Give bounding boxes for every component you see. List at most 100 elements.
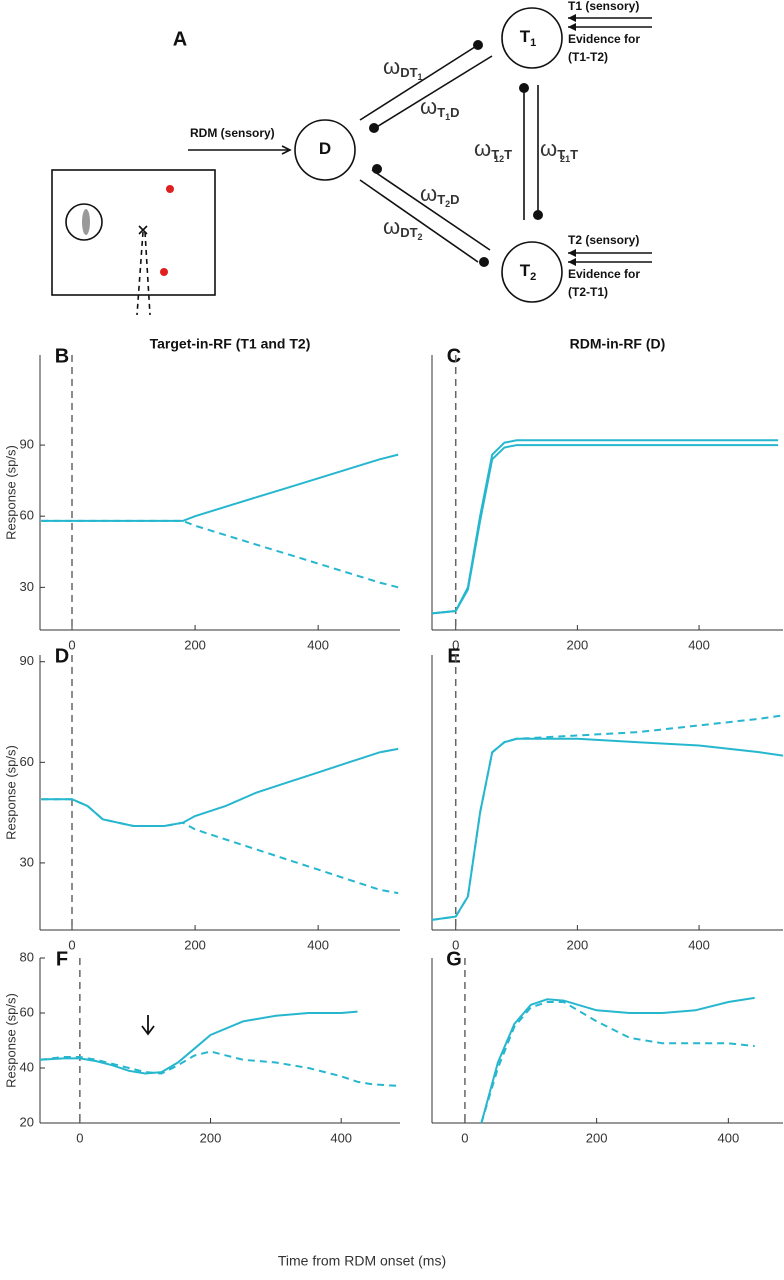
weight-sub: T [437,192,445,207]
arrow [141,1015,155,1036]
y-axis-label: Response (sp/s) [3,993,18,1088]
panel-letter: F [56,948,68,970]
x-tick-label: 200 [184,637,206,652]
y-axis-label: Response (sp/s) [3,745,18,840]
panel-letter: D [55,645,69,667]
weight-subsub: 1 [494,154,499,164]
node-label: T2 [520,261,537,282]
series-line [39,1010,358,1075]
x-tick-label: 200 [184,937,206,952]
input-label: RDM (sensory) [190,126,275,140]
weight-subsub: 1 [565,154,570,164]
x-tick-label: 200 [586,1130,608,1145]
node-base: T [520,261,531,280]
weight-tail: T [570,147,578,162]
node-sub: 1 [530,37,536,49]
x-tick-label: 0 [68,637,75,652]
weight-subsub: 1 [445,112,450,122]
panel-letter: B [55,345,69,367]
weight-label: ωT2D [420,181,460,210]
series-line [431,714,784,921]
series-line [41,453,399,522]
node-base: T [520,27,531,46]
x-tick-label: 0 [452,937,459,952]
weight-label: 1 [494,154,499,164]
weight-label: ωT1D [420,94,460,123]
weight-tail: T [504,147,512,162]
input-label: (T2-T1) [568,285,608,299]
x-axis-label: Time from RDM onset (ms) [278,1253,446,1269]
weight-subsub: 1 [418,72,423,82]
series-line [431,444,779,615]
y-tick-label: 30 [20,854,34,869]
panel-letter: A [173,28,187,50]
input-label: T2 (sensory) [568,233,639,247]
x-tick-label: 0 [452,637,459,652]
x-tick-label: 400 [688,937,710,952]
series-line [480,1001,755,1124]
input-label: Evidence for [568,32,640,46]
weight-subsub: 2 [445,199,450,209]
y-tick-label: 90 [20,437,34,452]
weight-label: ωT2T [474,136,512,165]
weight-symbol: ω [474,136,491,161]
y-tick-label: 60 [20,1004,34,1019]
node-sub: 2 [530,271,536,283]
x-tick-label: 200 [567,637,589,652]
y-axis-label: Response (sp/s) [3,445,18,540]
weight-sub: DT [400,225,417,240]
x-tick-label: 400 [307,937,329,952]
targets [160,185,174,276]
diagram-dots [82,14,576,267]
panel-letter: C [447,345,461,367]
charts: B Target-in-RF (T1 and T2) Response (sp/s)… [3,336,784,1145]
y-tick-label: 20 [20,1114,34,1129]
weight-sub: DT [400,65,417,80]
input-label: (T1-T2) [568,50,608,64]
diagram-shapes [51,7,652,316]
weight-symbol: ω [540,136,557,161]
y-tick-label: 80 [20,949,34,964]
weight-label: ωDT1 [383,54,423,83]
panel-letter: G [446,948,462,970]
series-line [480,996,755,1124]
series-line [39,1050,401,1087]
x-tick-label: 400 [717,1130,739,1145]
node-base: D [319,139,331,158]
series-line [41,519,399,589]
x-tick-label: 400 [688,637,710,652]
node-label: T1 [520,27,537,48]
y-tick-label: 60 [20,508,34,523]
weight-label: ωT1T [540,136,578,165]
y-tick-label: 40 [20,1059,34,1074]
series-line [431,737,784,921]
x-tick-label: 400 [307,637,329,652]
weight-label: 2 [560,154,565,164]
weight-symbol: ω [420,94,437,119]
weight-sub: T [491,147,499,162]
weight-tail: D [450,105,459,120]
weight-subsub: 2 [560,154,565,164]
x-tick-label: 200 [200,1130,222,1145]
node-label: D [319,139,331,158]
panel-letter: E [447,645,460,667]
weight-symbol: ω [383,214,400,239]
weight-subsub: 2 [499,154,504,164]
y-tick-label: 90 [20,653,34,668]
weight-symbol: ω [383,54,400,79]
weight-sub: T [557,147,565,162]
weight-symbol: ω [420,181,437,206]
series-line [431,439,779,615]
panel-title: Target-in-RF (T1 and T2) [150,336,311,352]
x-tick-label: 200 [567,937,589,952]
x-tick-label: 0 [461,1130,468,1145]
input-label: T1 (sensory) [568,0,639,13]
weight-tail: D [450,192,459,207]
series-line [41,747,399,827]
weight-subsub: 2 [418,232,423,242]
y-tick-label: 60 [20,754,34,769]
weight-sub: T [437,105,445,120]
x-tick-label: 400 [330,1130,352,1145]
